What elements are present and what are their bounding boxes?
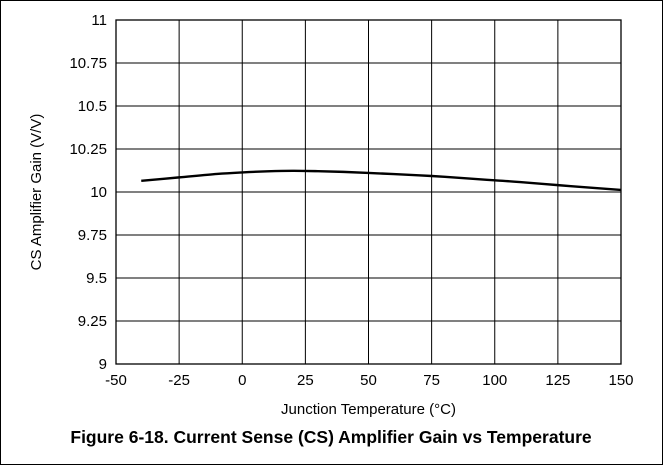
series-group: [141, 169, 622, 192]
plot-area: [115, 19, 622, 365]
x-tick-label: -50: [105, 372, 127, 389]
y-tick-label: 9.5: [86, 270, 107, 287]
y-tick-label: 9: [99, 356, 107, 373]
x-tick-label: 0: [238, 372, 246, 389]
x-tick-label: 75: [423, 372, 440, 389]
figure-caption: Figure 6-18. Current Sense (CS) Amplifie…: [70, 427, 592, 447]
x-tick-label: 25: [297, 372, 314, 389]
series-line: [141, 169, 622, 192]
x-tick-label: -25: [168, 372, 190, 389]
y-tick-label: 9.25: [78, 313, 107, 330]
x-tick-label: 125: [545, 372, 570, 389]
y-axis-label: CS Amplifier Gain (V/V): [28, 114, 45, 271]
y-tick-label: 11: [91, 12, 107, 29]
y-tick-label: 9.75: [78, 227, 107, 244]
x-tick-label: 100: [482, 372, 507, 389]
y-tick-label: 10.5: [78, 98, 107, 115]
y-tick-label: 10.25: [69, 141, 107, 158]
y-tick-label: 10: [90, 184, 107, 201]
x-tick-label: 50: [360, 372, 377, 389]
x-axis-ticks: -50 -25 0 25 50 75 100 125 150: [105, 372, 633, 389]
grid-lines: [115, 19, 622, 365]
x-axis-label: Junction Temperature (°C): [281, 401, 456, 418]
x-tick-label: 150: [608, 372, 633, 389]
y-tick-label: 10.75: [69, 55, 107, 72]
y-axis-ticks: 9 9.25 9.5 9.75 10 10.25 10.5 10.75 11: [69, 12, 107, 373]
